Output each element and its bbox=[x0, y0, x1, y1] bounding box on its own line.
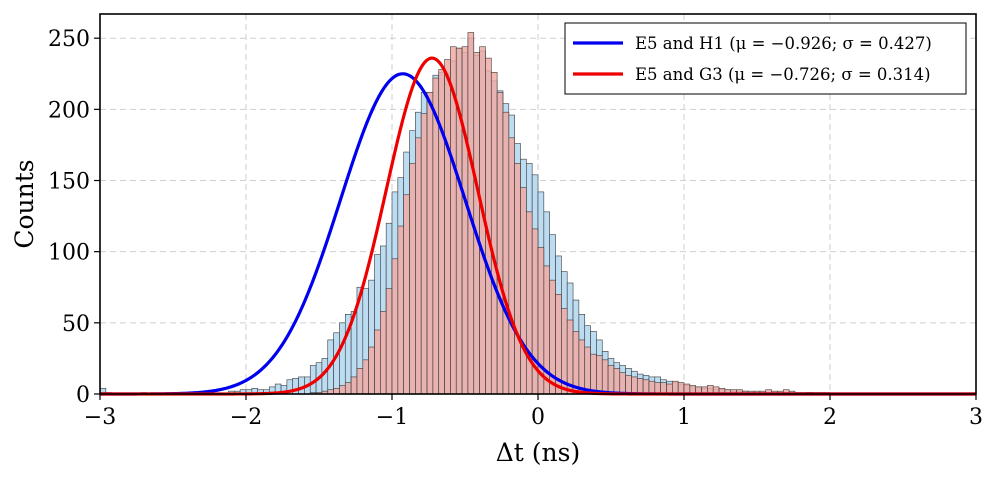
bar-e5-g3-91 bbox=[631, 376, 638, 395]
y-tick-label-0: 0 bbox=[76, 383, 90, 408]
x-tick-label-3: 0 bbox=[531, 405, 545, 430]
bar-e5-g3-85 bbox=[596, 355, 603, 395]
bar-e5-g3-71 bbox=[514, 163, 521, 395]
bar-e5-g3-93 bbox=[642, 379, 650, 395]
bar-e5-g3-55 bbox=[420, 113, 428, 395]
x-tick-label-6: 3 bbox=[969, 405, 983, 430]
bar-e5-g3-47 bbox=[374, 329, 381, 395]
bar-e5-g3-40 bbox=[333, 388, 340, 395]
y-tick-label-4: 200 bbox=[48, 98, 90, 123]
bar-e5-g3-44 bbox=[356, 368, 364, 395]
x-tick-label-1: −2 bbox=[230, 405, 262, 430]
bar-e5-g3-62 bbox=[461, 46, 469, 395]
bar-e5-g3-81 bbox=[572, 331, 580, 395]
bar-e5-g3-57 bbox=[432, 77, 440, 395]
y-tick-label-2: 100 bbox=[48, 241, 90, 266]
bar-e5-g3-64 bbox=[473, 52, 480, 395]
x-tick-label-0: −3 bbox=[84, 405, 116, 430]
bar-e5-g3-95 bbox=[654, 382, 661, 395]
bar-e5-g3-96 bbox=[660, 382, 667, 395]
x-axis-label: Δt (ns) bbox=[496, 438, 581, 467]
y-tick-label-5: 250 bbox=[48, 27, 90, 52]
bar-e5-g3-52 bbox=[403, 194, 410, 395]
bar-e5-g3-56 bbox=[426, 91, 434, 395]
bar-e5-g3-42 bbox=[344, 382, 352, 395]
y-axis-label: Counts bbox=[10, 159, 39, 248]
bar-e5-g3-46 bbox=[368, 346, 375, 395]
bar-e5-g3-45 bbox=[362, 359, 369, 395]
bar-e5-h1-41 bbox=[339, 322, 346, 395]
bar-e5-g3-84 bbox=[590, 353, 597, 395]
bar-e5-g3-82 bbox=[578, 339, 586, 395]
bar-e5-g3-90 bbox=[625, 375, 632, 395]
bar-e5-g3-89 bbox=[619, 372, 626, 395]
bar-e5-g3-48 bbox=[380, 311, 387, 395]
bar-e5-g3-54 bbox=[415, 137, 422, 395]
bar-e5-g3-41 bbox=[339, 385, 346, 395]
axis-ticks: −3 −2 −1 0 1 2 3 0 50 100 150 200 250 bbox=[48, 27, 983, 430]
bar-e5-g3-72 bbox=[520, 187, 527, 395]
bar-e5-g3-50 bbox=[391, 258, 399, 395]
bar-e5-g3-99 bbox=[677, 382, 685, 395]
bar-e5-g3-68 bbox=[496, 91, 504, 395]
bar-e5-g3-83 bbox=[584, 346, 591, 395]
bar-e5-g3-88 bbox=[613, 368, 621, 395]
bar-e5-g3-58 bbox=[438, 69, 445, 395]
bar-e5-g3-94 bbox=[648, 380, 656, 395]
bar-e5-g3-98 bbox=[672, 380, 679, 395]
y-tick-label-1: 50 bbox=[62, 312, 90, 337]
legend: E5 and H1 (μ = −0.926; σ = 0.427) E5 and… bbox=[564, 22, 967, 95]
y-tick-label-3: 150 bbox=[48, 170, 90, 195]
bar-e5-h1-40 bbox=[333, 332, 340, 395]
bar-e5-g3-92 bbox=[636, 378, 644, 395]
x-tick-label-5: 2 bbox=[823, 405, 837, 430]
x-tick-label-4: 1 bbox=[677, 405, 691, 430]
bar-e5-g3-86 bbox=[601, 359, 609, 395]
bar-e5-g3-87 bbox=[607, 365, 615, 395]
bar-e5-g3-67 bbox=[490, 72, 498, 395]
x-tick-label-2: −1 bbox=[376, 405, 408, 430]
bar-e5-g3-73 bbox=[526, 211, 533, 395]
bar-e5-g3-43 bbox=[350, 376, 358, 395]
bar-e5-h1-34 bbox=[298, 376, 305, 395]
bar-e5-g3-51 bbox=[397, 225, 404, 395]
legend-label-e5-h1: E5 and H1 (μ = −0.926; σ = 0.427) bbox=[635, 34, 932, 53]
legend-label-e5-g3: E5 and G3 (μ = −0.726; σ = 0.314) bbox=[635, 65, 931, 84]
bar-e5-g3-49 bbox=[385, 288, 393, 395]
bar-e5-g3-69 bbox=[502, 111, 510, 395]
bar-e5-g3-59 bbox=[444, 59, 451, 395]
bar-e5-g3-53 bbox=[409, 163, 416, 395]
legend-box bbox=[564, 22, 967, 95]
bar-e5-g3-70 bbox=[508, 137, 515, 395]
